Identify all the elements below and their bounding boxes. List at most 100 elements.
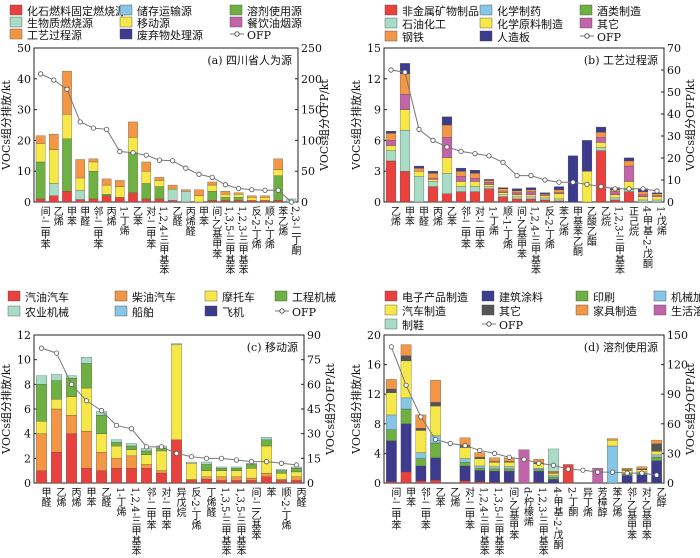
y2-tick-label: 0	[301, 196, 308, 209]
x-tick-label: 反-2-丁烯	[189, 487, 201, 531]
x-tick-label: 丙烯	[69, 487, 81, 508]
bar-segment-6-5	[101, 178, 112, 186]
x-tick-label: 苯	[264, 486, 276, 497]
y2-axis-label: VOCs组分OFP/kt	[683, 79, 697, 172]
bar-segment-4-15	[261, 437, 272, 440]
bar-segment-4-18	[651, 451, 662, 456]
bar-segment-5-9	[511, 192, 523, 195]
legend-swatch-0	[384, 4, 398, 16]
bar-segment-6-15	[607, 438, 618, 441]
legend-swatch-4	[119, 16, 133, 28]
bar-segment-6-0	[386, 379, 397, 390]
x-tick-label: 邻-二甲苯	[459, 205, 471, 250]
panel-label: (d) 溶剂使用源	[584, 340, 658, 354]
x-tick-label: 对-乙基甲苯	[639, 486, 651, 541]
legend-label: 酒类制造	[597, 4, 641, 18]
legend-label: 柴油汽车	[132, 290, 176, 304]
ofp-point-19	[654, 188, 660, 194]
ofp-point-4	[444, 144, 450, 150]
bar-segment-2-5	[101, 194, 112, 196]
bar-segment-4-1	[399, 109, 411, 131]
bar-segment-2-17	[291, 471, 302, 477]
bar-segment-0-9	[171, 439, 182, 484]
x-tick-label: 2,3-二丁酮	[289, 206, 301, 256]
y2-tick-label: 10	[667, 174, 681, 187]
ofp-point-0	[38, 345, 45, 351]
bar-segment-6-11	[548, 471, 559, 473]
legend-swatch-6	[575, 304, 589, 316]
x-tick-label: 1,2,3-三甲基苯	[236, 206, 248, 275]
ofp-point-8	[158, 444, 165, 450]
legend-swatch-2	[204, 290, 218, 302]
bar-segment-1-1	[400, 423, 412, 473]
bar-segment-2-7	[141, 454, 152, 465]
bar-segment-7-14	[581, 140, 593, 172]
ofp-point-1	[53, 350, 60, 356]
y-tick-label: 8	[374, 418, 381, 431]
legend-swatch-0	[7, 290, 21, 302]
bar-segment-5-3	[430, 402, 441, 407]
ofp-point-11	[550, 462, 557, 468]
bar-segment-2-6	[474, 468, 486, 471]
ofp-point-10	[188, 454, 195, 460]
x-tick-label: 1,2,3-三甲基苯	[536, 487, 548, 556]
bar-segment-0-1	[49, 195, 59, 203]
chart-panel-0: 0 10 20 30 40 50 0 50 100 150 200 250 VOCs组分排放/kt VOC…	[0, 4, 331, 275]
bar-segment-4-5	[111, 439, 122, 443]
x-tick-label: 芳樟醇	[595, 486, 607, 518]
x-tick-label: 甲苯	[84, 487, 96, 507]
y2-tick-label: 50	[667, 86, 681, 99]
bar-segment-6-18	[637, 191, 649, 195]
ofp-point-10	[536, 460, 542, 466]
bar-segment-5-8	[497, 191, 509, 193]
bar-segment-2-2	[62, 138, 72, 192]
bar-segment-0-14	[220, 200, 231, 203]
bar-segment-6-16	[621, 468, 633, 470]
legend-swatch-7	[119, 28, 133, 40]
bar-segment-4-8	[497, 192, 509, 195]
legend-label: 汽车制造	[402, 304, 446, 318]
y-tick-label: 3	[374, 165, 381, 178]
bar-segment-2-13	[231, 470, 242, 477]
panel-label: (b) 工艺过程源	[584, 53, 658, 67]
bar-segment-7-7	[483, 179, 495, 181]
legend-label: 溶剂使用源	[247, 4, 302, 18]
legend-label: 电子产品制造	[402, 290, 468, 304]
y2-tick-label: 30	[667, 447, 681, 460]
legend-label: 生物质燃烧源	[27, 16, 93, 30]
ofp-point-14	[584, 181, 590, 187]
bar-segment-0-10	[186, 480, 197, 484]
y-tick-label: 0	[374, 477, 381, 490]
ofp-point-16	[249, 187, 255, 193]
x-tick-label: 1,2,4-三甲基苯	[477, 487, 489, 556]
x-tick-label: 甲苯	[403, 206, 415, 226]
y-tick-label: 8	[24, 378, 31, 391]
legend-ofp-marker	[234, 31, 240, 37]
ofp-point-13	[580, 467, 586, 473]
bar-segment-3-2	[413, 176, 425, 203]
legend-swatch-6	[204, 305, 218, 317]
bar-segment-1-15	[261, 472, 272, 477]
bar-segment-2-5	[111, 445, 122, 459]
y-tick-label: 0	[374, 196, 381, 209]
bar-segment-0-10	[167, 200, 178, 203]
y-tick-label: 6	[374, 134, 381, 147]
panel-label: (c) 移动源	[247, 340, 298, 354]
ofp-point-17	[293, 462, 300, 468]
legend-label: 钢铁	[402, 31, 424, 44]
bar-segment-0-2	[66, 433, 77, 484]
bar-segment-3-5	[459, 458, 471, 463]
bar-segment-4-12	[553, 193, 565, 200]
legend-swatch-1	[481, 290, 495, 302]
legend-swatch-8	[384, 318, 398, 330]
x-tick-label: 乙苯	[131, 206, 143, 226]
bar-segment-6-8	[141, 161, 151, 172]
ofp-point-2	[418, 414, 424, 420]
legend-label: 废弃物处理源	[137, 28, 203, 42]
bar-segment-7-15	[595, 126, 607, 133]
x-tick-label: 乙烯	[389, 206, 401, 227]
bar-segment-3-2	[66, 378, 77, 397]
bar-segment-6-18	[651, 439, 662, 444]
legend-label: 移动源	[137, 16, 170, 30]
y2-tick-label: 0	[667, 477, 674, 490]
